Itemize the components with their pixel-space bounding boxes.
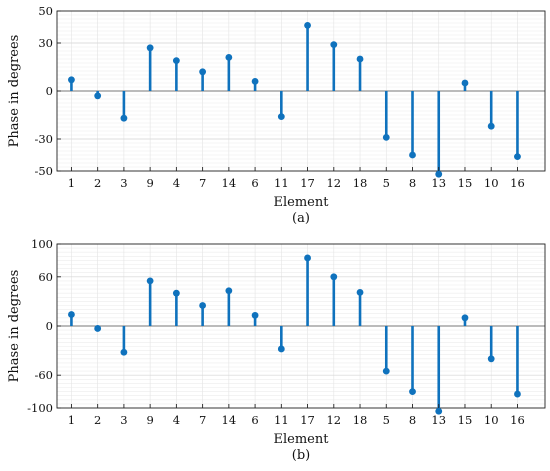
chart-caption: (a) [292, 211, 310, 226]
x-tick-label: 6 [251, 176, 258, 190]
x-tick-label: 7 [199, 413, 206, 427]
x-tick-label: 7 [199, 176, 206, 190]
stem-marker [94, 325, 102, 332]
x-tick-label: 1 [68, 413, 75, 427]
x-tick-label: 13 [431, 176, 446, 190]
x-tick-label: 2 [94, 176, 101, 190]
stem-marker [146, 44, 154, 52]
stem-marker [330, 273, 338, 281]
stem-marker [68, 76, 75, 84]
stem-marker [435, 407, 443, 415]
x-tick-label: 9 [146, 413, 153, 427]
stem-marker [120, 114, 128, 122]
x-tick-label: 17 [300, 176, 315, 190]
x-tick-label: 3 [120, 413, 127, 427]
x-tick-label: 8 [409, 413, 416, 427]
stem-marker [172, 57, 180, 64]
stem-marker [199, 68, 207, 76]
stem-marker [356, 288, 364, 296]
y-tick-label: -60 [34, 368, 53, 382]
x-axis-label: Element [274, 432, 330, 447]
stem-marker [277, 113, 285, 120]
stem-marker [487, 122, 495, 130]
chart-caption: (b) [292, 448, 310, 463]
stems [68, 22, 521, 178]
x-tick-label: 10 [484, 176, 499, 190]
x-tick-label: 11 [274, 413, 289, 427]
x-tick-label: 12 [326, 413, 341, 427]
x-tick-label: 5 [383, 413, 390, 427]
x-tick-label: 1 [68, 176, 75, 190]
stem-marker [461, 79, 469, 87]
x-tick-label: 17 [300, 413, 315, 427]
x-tick-label: 18 [353, 413, 368, 427]
x-tick-label: 18 [353, 176, 368, 190]
stem-marker [277, 345, 285, 353]
x-tick-label: 11 [274, 176, 289, 190]
y-tick-label: 100 [31, 237, 53, 251]
x-tick-label: 10 [484, 413, 499, 427]
x-tick-label: 9 [146, 176, 153, 190]
x-tick-label: 13 [431, 413, 446, 427]
x-tick-label: 5 [383, 176, 390, 190]
x-tick-label: 6 [251, 413, 258, 427]
stem-marker [251, 311, 259, 319]
y-tick-label: 0 [46, 319, 53, 333]
y-tick-label: 60 [38, 270, 53, 284]
stem-marker [461, 314, 469, 322]
y-axis-label: Phase in degrees [7, 270, 22, 383]
x-tick-label: 14 [222, 176, 237, 190]
y-tick-label: -100 [27, 401, 53, 415]
x-axis-label: Element [274, 195, 330, 210]
y-tick-label: 30 [38, 36, 53, 50]
x-tick-label: 16 [510, 176, 525, 190]
stem-marker [304, 254, 311, 262]
stem-marker [94, 92, 102, 100]
x-tick-label: 15 [458, 413, 473, 427]
x-tick-label: 4 [173, 413, 180, 427]
y-tick-label: -30 [34, 132, 53, 146]
x-tick-label: 4 [173, 176, 180, 190]
stem-marker [435, 170, 443, 178]
y-axis-label: Phase in degrees [7, 35, 22, 148]
stem-marker [409, 388, 416, 395]
stem-marker [409, 151, 416, 159]
y-tick-label: -50 [34, 164, 53, 178]
stem-marker [199, 302, 207, 309]
x-tick-label: 3 [120, 176, 127, 190]
stem-marker [514, 153, 521, 161]
stem-marker [225, 287, 233, 295]
stem-marker [120, 348, 128, 356]
x-tick-label: 12 [326, 176, 341, 190]
stem-marker [382, 134, 390, 141]
y-tick-label: 50 [38, 4, 53, 18]
stem-marker [514, 390, 521, 398]
x-tick-label: 15 [458, 176, 473, 190]
stems [68, 254, 521, 415]
x-tick-label: 8 [409, 176, 416, 190]
stem-marker [146, 277, 154, 285]
stem-marker [382, 367, 390, 375]
y-tick-label: 0 [46, 84, 53, 98]
stem-marker [304, 22, 311, 29]
stem-marker [68, 311, 75, 318]
stem-marker [251, 78, 259, 85]
x-tick-label: 14 [222, 413, 237, 427]
stem-marker [225, 54, 233, 61]
x-tick-label: 2 [94, 413, 101, 427]
stem-marker [330, 41, 338, 48]
stem-marker [356, 55, 364, 63]
stem-marker [172, 289, 180, 297]
x-tick-label: 16 [510, 413, 525, 427]
stem-marker [487, 355, 495, 363]
